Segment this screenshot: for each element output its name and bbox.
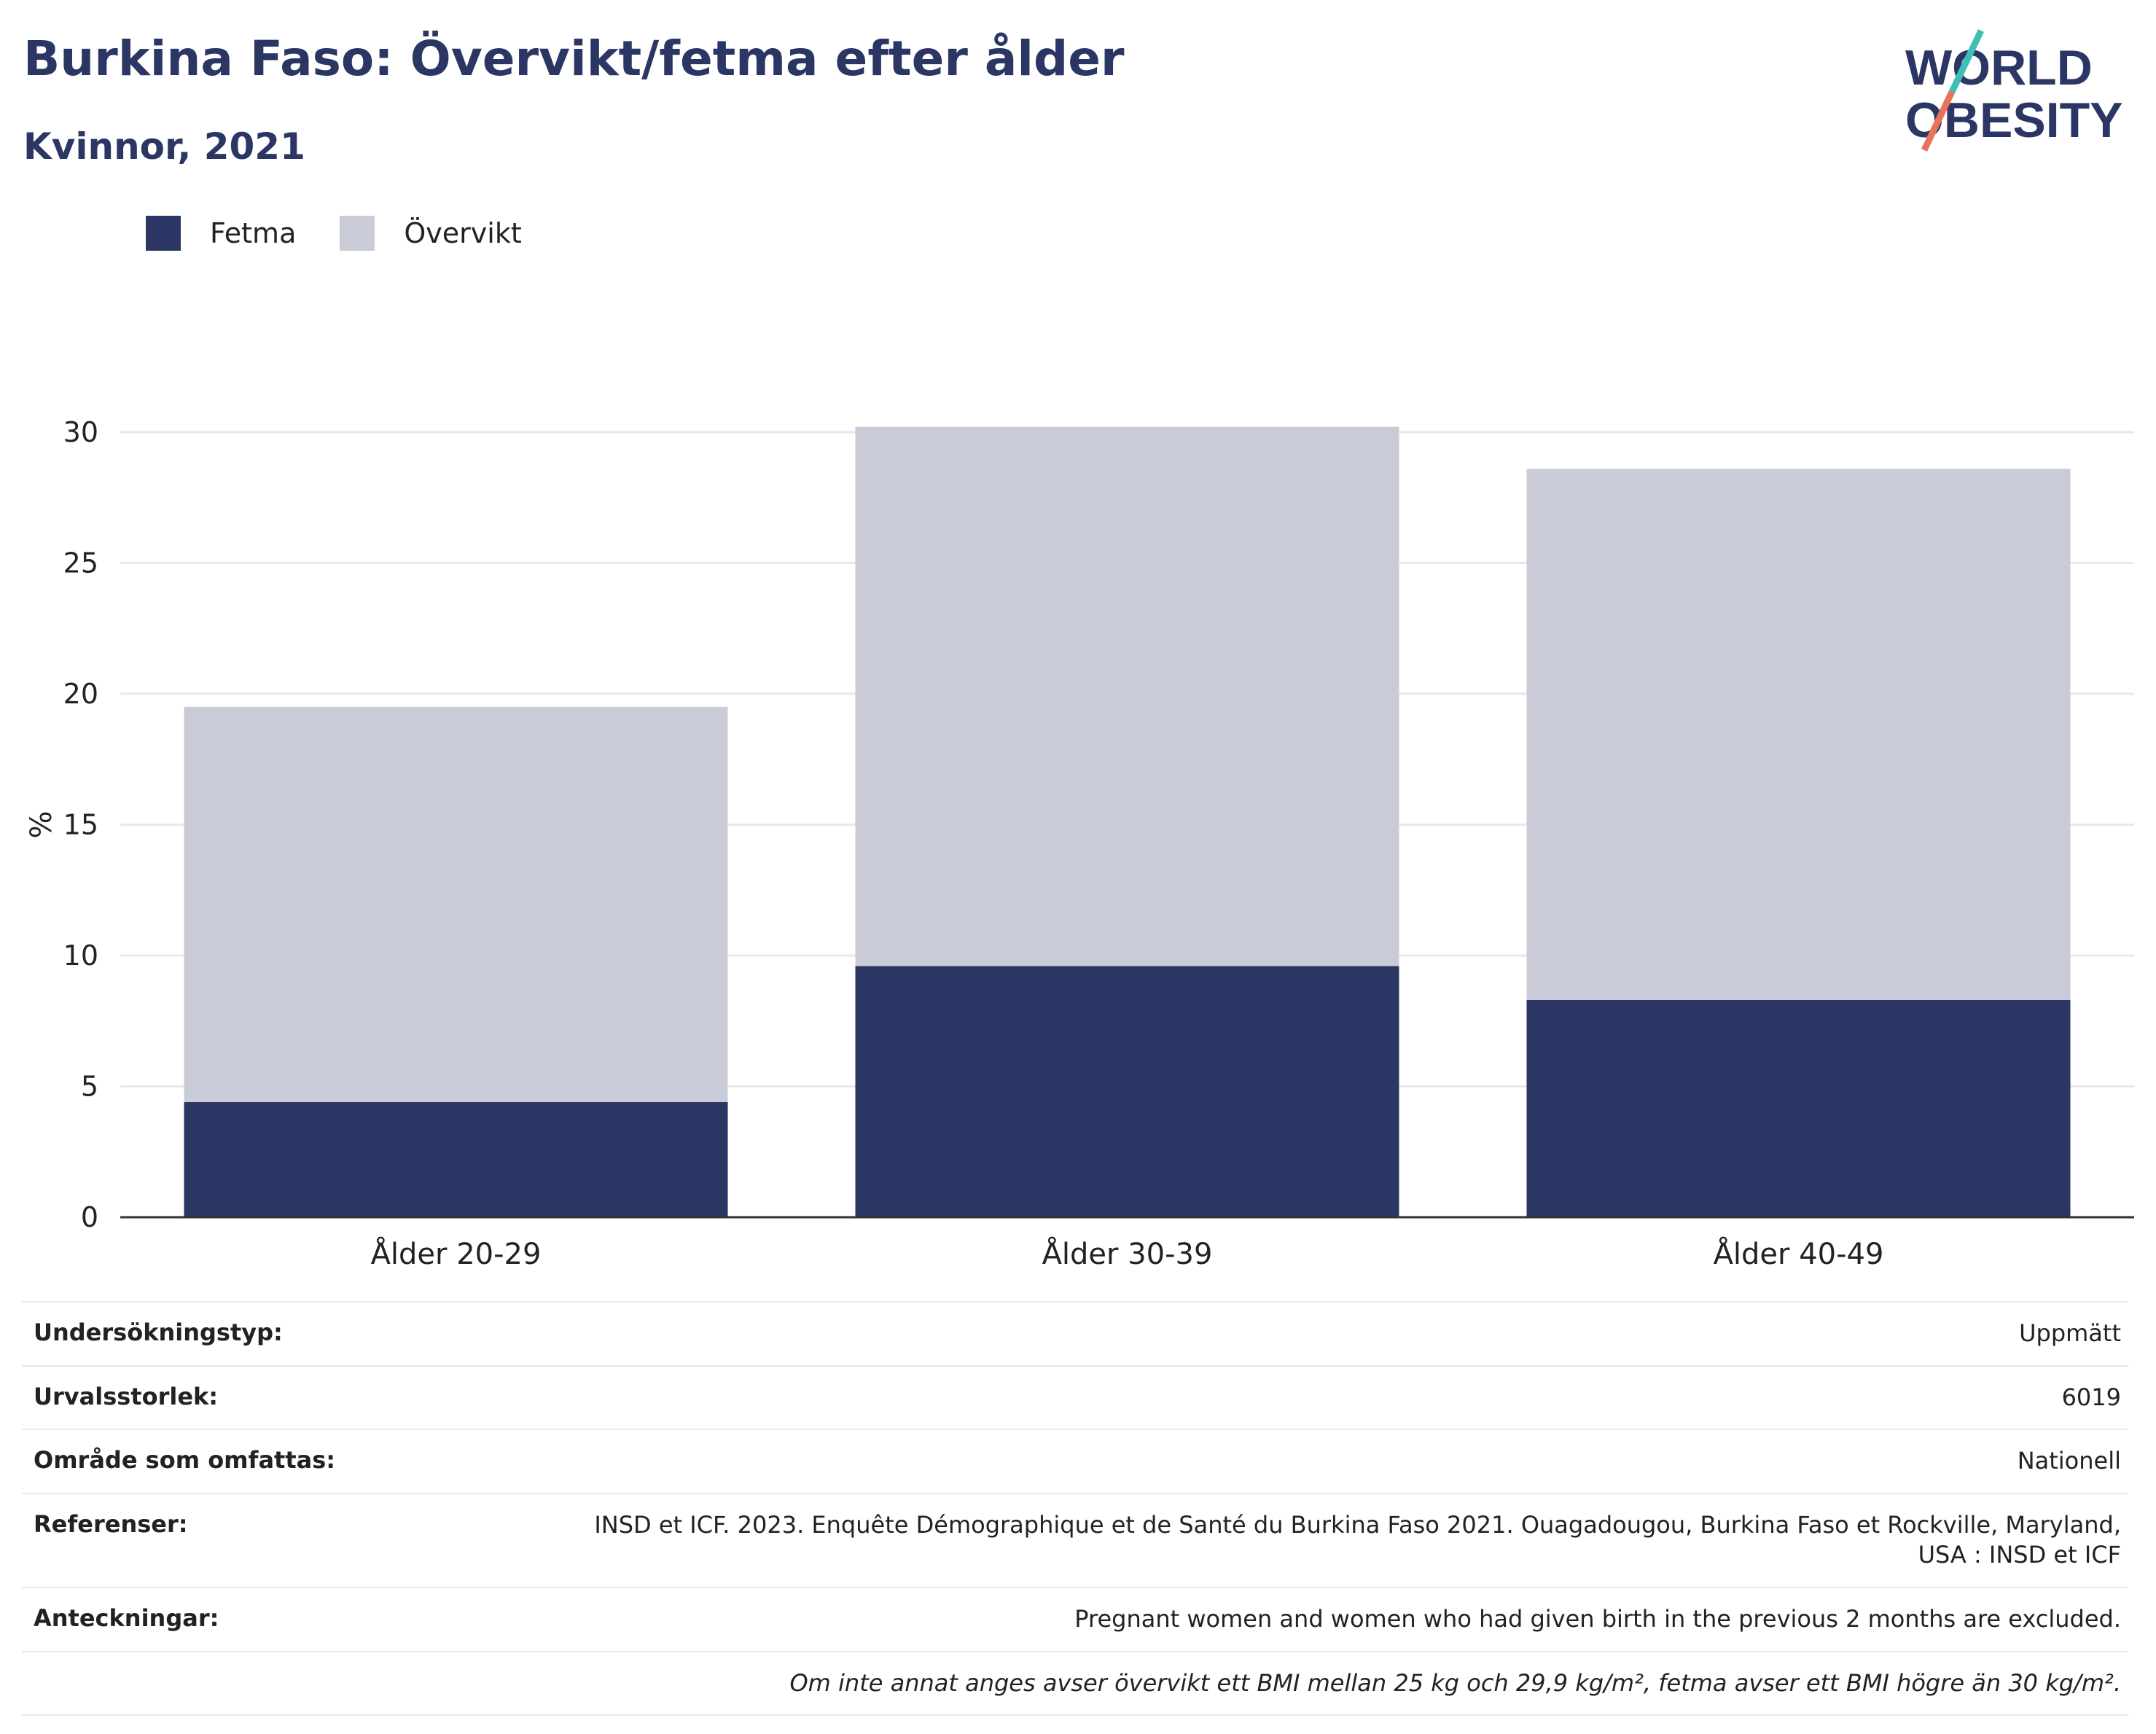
info-row-survey-type: Undersökningstyp: Uppmätt	[22, 1301, 2128, 1365]
y-tick-label: 25	[63, 547, 98, 579]
bar-fetma	[184, 1102, 728, 1217]
legend-item-fetma[interactable]: Fetma	[146, 216, 296, 251]
bar-overvikt	[855, 426, 1399, 966]
info-label: Område som omfattas:	[34, 1446, 336, 1475]
info-row-notes: Anteckningar: Pregnant women and women w…	[22, 1586, 2128, 1651]
y-tick-label: 20	[63, 678, 98, 710]
chart-title: Burkina Faso: Övervikt/fetma efter ålder	[23, 31, 1125, 87]
legend-label-fetma: Fetma	[210, 217, 297, 249]
info-row-area: Område som omfattas: Nationell	[22, 1429, 2128, 1493]
info-row-sample-size: Urvalsstorlek: 6019	[22, 1364, 2128, 1429]
y-axis-label: %	[25, 811, 58, 838]
info-label: Referenser:	[34, 1510, 188, 1538]
bar-overvikt	[1526, 469, 2071, 1000]
y-tick-label: 30	[63, 416, 98, 448]
info-value: 6019	[2061, 1383, 2121, 1411]
info-label: Urvalsstorlek:	[34, 1382, 219, 1410]
info-label: Anteckningar:	[34, 1604, 219, 1632]
info-row-references: Referenser: INSD et ICF. 2023. Enquête D…	[22, 1492, 2128, 1587]
y-tick-label: 0	[81, 1201, 98, 1233]
info-value: Pregnant women and women who had given b…	[1074, 1604, 2121, 1633]
bar-fetma	[855, 966, 1399, 1217]
chart-subtitle: Kvinnor, 2021	[23, 125, 305, 168]
x-tick-label: Ålder 30-39	[1042, 1236, 1213, 1268]
legend-swatch-fetma	[146, 216, 181, 251]
y-tick-label: 5	[81, 1070, 98, 1102]
info-value: Uppmätt	[2019, 1319, 2121, 1347]
chart-legend: Fetma Övervikt	[146, 216, 566, 251]
logo-line1: WORLD	[1905, 40, 2093, 95]
world-obesity-logo: WORLD OBESITY	[1905, 29, 2123, 152]
bar-fetma	[1526, 999, 2071, 1217]
logo-slash-top	[1948, 29, 1985, 93]
info-value: Nationell	[2017, 1447, 2121, 1475]
info-label: Undersökningstyp:	[34, 1319, 283, 1346]
y-tick-label: 15	[63, 808, 98, 840]
y-tick-label: 10	[63, 940, 98, 972]
x-tick-label: Ålder 20-29	[371, 1236, 542, 1268]
bar-overvikt	[184, 706, 728, 1103]
legend-label-overvikt: Övervikt	[404, 217, 522, 249]
logo-slash-bottom	[1921, 90, 1956, 152]
info-value: INSD et ICF. 2023. Enquête Démographique…	[594, 1510, 2121, 1569]
info-row-footnote: Om inte annat anges avser övervikt ett B…	[22, 1650, 2128, 1717]
info-table: Undersökningstyp: Uppmätt Urvalsstorlek:…	[22, 1301, 2128, 1717]
x-tick-label: Ålder 40-49	[1714, 1236, 1884, 1268]
legend-swatch-overvikt	[340, 216, 375, 251]
stacked-bar-chart: 0 5 10 15 20 25 30% Ålder 20-29 Ålder 30-39 Ålder…	[25, 416, 2134, 1268]
info-footnote: Om inte annat anges avser övervikt ett B…	[789, 1668, 2121, 1697]
legend-item-overvikt[interactable]: Övervikt	[340, 216, 522, 251]
